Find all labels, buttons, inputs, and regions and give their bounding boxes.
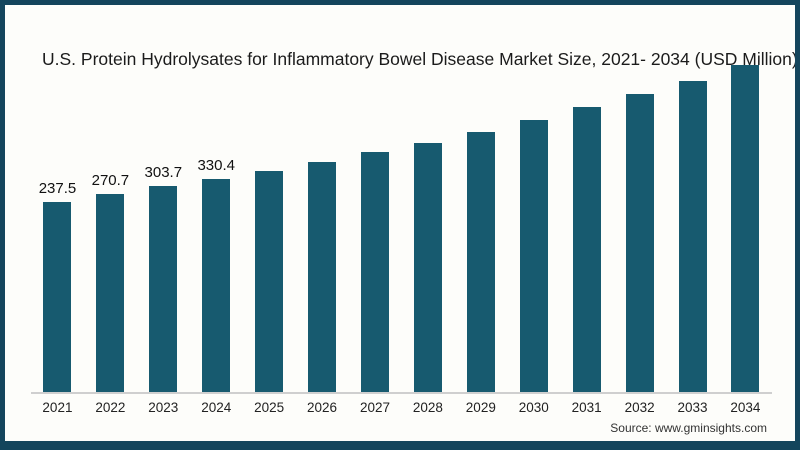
x-axis-tick-label: 2022 xyxy=(95,400,126,415)
bar xyxy=(202,179,231,392)
x-axis-tick-label: 2025 xyxy=(254,400,285,415)
bar-column: 2031 xyxy=(560,52,613,415)
bar-column: 270.7 2022 xyxy=(84,52,137,415)
bar-column: 2033 xyxy=(666,52,719,415)
x-axis-tick-label: 2030 xyxy=(518,400,549,415)
bar-value-label: 303.7 xyxy=(144,163,183,181)
bar xyxy=(519,120,548,392)
bar-column: 2028 xyxy=(401,52,454,415)
x-axis-tick-label: 2032 xyxy=(624,400,655,415)
bar xyxy=(466,131,495,392)
bar xyxy=(43,202,72,392)
bar xyxy=(625,94,654,392)
plot-area: 237.5 2021 270.7 2022 303.7 2023 330.4 2024 2025… xyxy=(31,52,772,415)
bar-column: 2029 xyxy=(454,52,507,415)
x-axis-tick-label: 2034 xyxy=(730,400,761,415)
x-axis-tick-label: 2031 xyxy=(571,400,602,415)
bar xyxy=(96,193,125,392)
x-axis-tick-label: 2023 xyxy=(148,400,179,415)
x-axis-tick-label: 2024 xyxy=(201,400,232,415)
bar xyxy=(149,185,178,392)
bar-value-label: 270.7 xyxy=(91,171,130,189)
x-axis-tick-label: 2027 xyxy=(359,400,390,415)
bar-value-label: 237.5 xyxy=(38,180,77,197)
source-attribution: Source: www.gminsights.com xyxy=(610,421,767,435)
bar-column: 2034 xyxy=(719,52,772,415)
x-axis-tick-label: 2029 xyxy=(465,400,496,415)
x-axis-tick-label: 2026 xyxy=(307,400,338,415)
bar xyxy=(308,162,337,392)
bar-column: 2026 xyxy=(296,52,349,415)
bar xyxy=(255,171,284,392)
x-axis-tick-label: 2021 xyxy=(42,400,73,415)
x-axis-tick-label: 2033 xyxy=(677,400,708,415)
bar-column: 330.4 2024 xyxy=(190,52,243,415)
bar xyxy=(360,152,389,392)
bar xyxy=(413,142,442,392)
bar-value-label: 330.4 xyxy=(197,157,235,175)
bars: 237.5 2021 270.7 2022 303.7 2023 330.4 2024 2025… xyxy=(31,52,772,415)
x-axis-tick-label: 2028 xyxy=(412,400,443,415)
bar xyxy=(731,65,760,392)
bar-column: 2025 xyxy=(243,52,296,415)
bar-column: 303.7 2023 xyxy=(137,52,190,415)
bar-column: 2027 xyxy=(349,52,402,415)
bar xyxy=(572,107,601,392)
bar-column: 237.5 2021 xyxy=(31,52,84,415)
bar-column: 2030 xyxy=(507,52,560,415)
bar xyxy=(678,80,707,392)
chart-title: U.S. Protein Hydrolysates for Inflammato… xyxy=(42,49,798,69)
bar-column: 2032 xyxy=(613,52,666,415)
